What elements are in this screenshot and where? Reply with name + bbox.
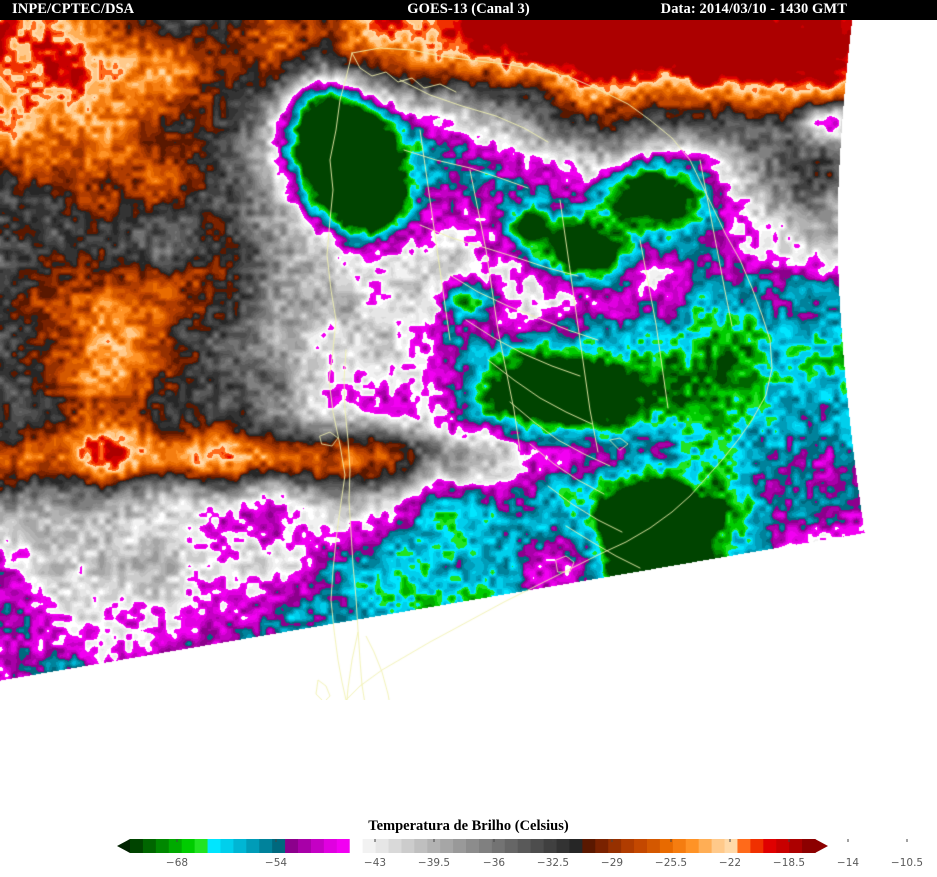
colorbar-swatch <box>659 839 674 853</box>
colorbar-tick-label: −29 <box>600 857 624 869</box>
colorbar-tick-label: −18.5 <box>772 857 806 869</box>
colorbar-swatch <box>698 839 713 853</box>
lower-white-margin <box>0 700 937 818</box>
colorbar-swatch <box>130 839 144 853</box>
colorbar-swatch <box>504 839 519 853</box>
colorbar-tick-label: −14 <box>836 857 860 869</box>
colorbar-swatch <box>582 839 596 853</box>
colorbar-swatch <box>246 839 260 853</box>
colorbar-swatch <box>672 839 687 853</box>
colorbar-swatch <box>750 839 764 853</box>
colorbar-swatch <box>530 839 545 853</box>
header-datetime-label: Data: 2014/03/10 - 1430 GMT <box>660 1 847 17</box>
colorbar-swatch <box>634 839 648 853</box>
colorbar-swatch <box>298 839 312 853</box>
colorbar-right-arrow <box>815 839 828 853</box>
colorbar-swatch <box>453 839 467 853</box>
colorbar-swatch <box>336 839 351 853</box>
colorbar-swatch <box>711 839 726 853</box>
colorbar-swatch <box>285 839 299 853</box>
colorbar-swatch <box>517 839 532 853</box>
colorbar-swatch <box>349 839 364 853</box>
colorbar-swatch <box>233 839 247 853</box>
header-satellite-label: GOES-13 (Canal 3) <box>407 1 530 17</box>
colorbar-swatch <box>802 839 816 853</box>
colorbar-swatch <box>685 839 700 853</box>
colorbar-swatch <box>220 839 234 853</box>
colorbar-swatch <box>259 839 273 853</box>
colorbar-swatch <box>478 839 493 853</box>
colorbar-tick-label: −36 <box>482 857 506 869</box>
colorbar-swatch <box>427 839 441 853</box>
colorbar-swatch <box>789 839 803 853</box>
colorbar-swatch <box>194 839 209 853</box>
colorbar-tick-label: −10.5 <box>890 857 924 869</box>
colorbar-swatch <box>440 839 454 853</box>
header-agency-label: INPE/CPTEC/DSA <box>12 1 135 17</box>
header-band: INPE/CPTEC/DSA GOES-13 (Canal 3) Data: 2… <box>0 0 937 20</box>
satellite-infrared-image <box>0 20 937 720</box>
colorbar-tick-label: −22 <box>718 857 742 869</box>
colorbar-tick-label: −25.5 <box>654 857 688 869</box>
colorbar-swatch <box>724 839 739 853</box>
colorbar-swatch <box>737 839 751 853</box>
colorbar-tick-labels: −68 −54 −43 −39.5 −36 −32.5 −29 −25.5 −22 −18.5 −1… <box>0 857 937 875</box>
colorbar-swatch <box>310 839 325 853</box>
colorbar-swatch <box>155 839 170 853</box>
satellite-image-stage <box>0 20 937 720</box>
colorbar-swatch <box>181 839 196 853</box>
colorbar-swatch <box>168 839 183 853</box>
colorbar-tick-label: −54 <box>264 857 288 869</box>
colorbar-tick-label: −68 <box>165 857 189 869</box>
colorbar-swatch <box>272 839 286 853</box>
colorbar-swatch <box>543 839 558 853</box>
colorbar-tick-label: −39.5 <box>417 857 451 869</box>
colorbar-title: Temperatura de Brilho (Celsius) <box>368 818 569 834</box>
colorbar-swatch <box>375 839 390 853</box>
colorbar-legend: Temperatura de Brilho (Celsius) −68 −54 −4… <box>0 818 937 877</box>
colorbar-swatch <box>595 839 609 853</box>
colorbar-swatch <box>401 839 415 853</box>
colorbar-swatch <box>142 839 157 853</box>
colorbar-left-arrow <box>117 839 130 853</box>
colorbar-swatch <box>556 839 571 853</box>
colorbar-swatch <box>414 839 428 853</box>
colorbar-swatch <box>608 839 622 853</box>
colorbar-swatch <box>491 839 506 853</box>
colorbar-tick-label: −32.5 <box>536 857 570 869</box>
colorbar-swatch <box>388 839 403 853</box>
colorbar-swatch <box>776 839 790 853</box>
colorbar-swatch <box>207 839 222 853</box>
colorbar-tick-label: −43 <box>363 857 387 869</box>
colorbar-swatch <box>466 839 480 853</box>
colorbar-swatch <box>323 839 338 853</box>
colorbar-swatch <box>763 839 777 853</box>
colorbar-swatch <box>646 839 661 853</box>
colorbar-swatch <box>621 839 635 853</box>
colorbar-gradient <box>117 839 908 853</box>
colorbar-swatch <box>569 839 583 853</box>
colorbar-swatch <box>362 839 377 853</box>
